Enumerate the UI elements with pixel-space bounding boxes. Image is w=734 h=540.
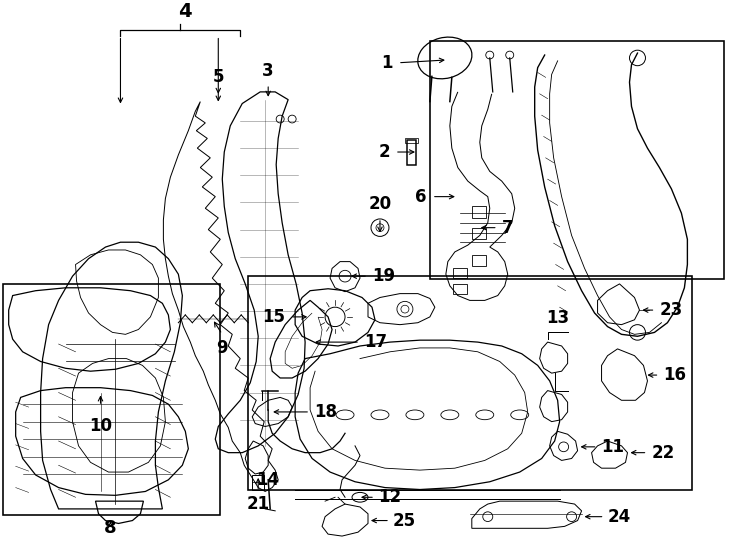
Text: 2: 2 [378, 143, 390, 161]
Bar [472, 206, 486, 218]
Text: 7: 7 [502, 219, 513, 237]
Text: 6: 6 [415, 187, 427, 206]
Text: 16: 16 [664, 366, 686, 384]
Text: 8: 8 [104, 519, 117, 537]
Text: 24: 24 [608, 508, 631, 525]
Text: 9: 9 [217, 339, 228, 357]
Text: 22: 22 [652, 444, 675, 462]
Bar [472, 255, 486, 266]
Bar [407, 140, 416, 165]
Bar [472, 228, 486, 239]
Text: 5: 5 [213, 68, 224, 86]
Bar [430, 42, 724, 279]
Text: 14: 14 [257, 471, 280, 489]
Text: 23: 23 [659, 301, 683, 319]
Text: 1: 1 [382, 54, 393, 72]
Text: 12: 12 [378, 488, 401, 507]
Text: 10: 10 [89, 417, 112, 435]
Bar [3, 284, 220, 515]
Text: 11: 11 [602, 438, 625, 456]
Bar [405, 138, 418, 143]
Text: 25: 25 [393, 511, 416, 530]
Text: 17: 17 [364, 333, 387, 351]
Text: 20: 20 [368, 195, 391, 213]
Text: 13: 13 [546, 308, 569, 327]
Bar [453, 268, 467, 278]
Bar [248, 276, 692, 490]
Text: 4: 4 [178, 2, 192, 21]
Text: 19: 19 [372, 267, 395, 285]
Bar [453, 284, 467, 294]
Text: 21: 21 [247, 495, 270, 514]
Bar [252, 475, 264, 490]
Text: 15: 15 [262, 308, 285, 326]
Text: 3: 3 [262, 62, 274, 80]
Text: 18: 18 [314, 403, 337, 421]
